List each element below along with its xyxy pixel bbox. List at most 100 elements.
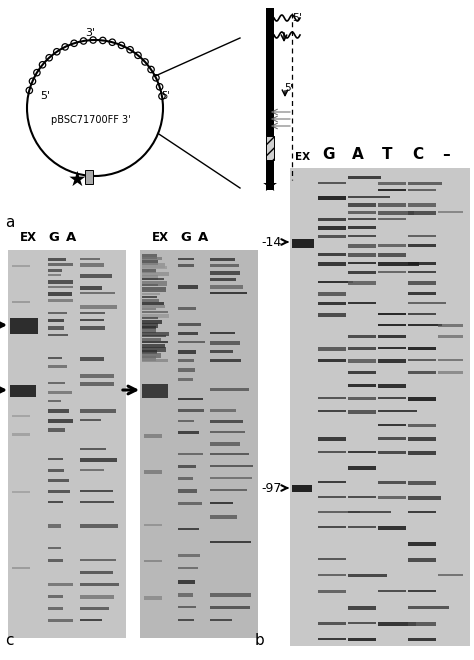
Bar <box>10 385 36 397</box>
Bar <box>378 359 406 363</box>
Bar <box>348 176 381 179</box>
Bar <box>292 239 314 248</box>
Bar <box>80 258 100 260</box>
Bar <box>210 541 251 543</box>
Bar <box>80 312 105 314</box>
Bar <box>12 265 30 267</box>
Bar <box>438 211 463 213</box>
Bar <box>48 428 65 432</box>
Bar <box>142 263 165 268</box>
Bar <box>210 430 245 432</box>
Bar <box>348 253 376 257</box>
Bar <box>210 489 247 491</box>
Bar <box>348 302 376 304</box>
Bar <box>348 271 376 275</box>
Bar <box>348 451 376 453</box>
Bar <box>378 211 414 214</box>
Bar <box>210 515 237 519</box>
Bar <box>266 136 274 160</box>
Bar <box>348 607 376 611</box>
Bar <box>318 438 346 442</box>
Bar <box>142 293 160 295</box>
Bar <box>142 254 157 259</box>
Bar <box>210 420 243 422</box>
Bar <box>48 280 73 284</box>
Bar <box>408 235 436 237</box>
Bar <box>408 451 436 455</box>
Bar <box>378 527 406 531</box>
Bar <box>142 347 166 352</box>
Bar <box>210 442 240 446</box>
Bar <box>142 350 157 354</box>
Bar <box>48 319 64 322</box>
Bar <box>348 638 376 642</box>
Bar <box>178 453 203 455</box>
Bar <box>210 258 235 261</box>
Bar <box>378 424 406 426</box>
Bar <box>348 384 376 387</box>
Bar <box>318 638 346 640</box>
Bar <box>348 211 376 213</box>
Bar <box>290 168 470 646</box>
Bar <box>142 311 168 313</box>
Bar <box>142 287 166 292</box>
Bar <box>408 511 436 513</box>
Bar <box>408 424 436 426</box>
Bar <box>12 567 30 569</box>
Bar <box>142 266 167 269</box>
Bar <box>178 566 198 568</box>
Bar <box>142 317 158 319</box>
Bar <box>178 307 196 310</box>
Bar <box>378 410 417 412</box>
Bar <box>348 410 376 414</box>
Bar <box>48 469 64 472</box>
Bar <box>378 253 406 257</box>
Bar <box>378 324 406 326</box>
Bar <box>178 409 204 412</box>
Bar <box>210 409 236 412</box>
Bar <box>378 480 406 484</box>
Bar <box>80 595 114 599</box>
Bar <box>178 527 199 529</box>
Bar <box>408 347 436 350</box>
Bar <box>210 359 241 362</box>
Bar <box>80 357 104 361</box>
Bar <box>318 574 346 576</box>
Bar <box>408 397 436 401</box>
Bar <box>142 329 156 333</box>
Bar <box>80 607 109 610</box>
Text: 5': 5' <box>292 13 302 23</box>
Bar <box>142 302 164 305</box>
Bar <box>408 262 436 265</box>
Text: -14: -14 <box>262 236 282 249</box>
Bar <box>12 491 30 494</box>
Bar <box>318 622 346 625</box>
Bar <box>348 218 376 220</box>
Bar <box>142 308 156 310</box>
Bar <box>210 477 252 479</box>
Bar <box>48 559 63 562</box>
Bar <box>142 356 156 361</box>
Bar <box>178 350 196 354</box>
Bar <box>80 490 113 492</box>
Bar <box>210 453 249 455</box>
Bar <box>408 496 441 500</box>
Bar <box>142 320 162 324</box>
Bar <box>8 250 126 638</box>
Bar <box>142 323 158 328</box>
Bar <box>178 489 197 493</box>
Bar <box>142 326 156 329</box>
Bar <box>378 438 406 440</box>
Bar <box>178 605 196 607</box>
Bar <box>318 182 346 184</box>
Bar <box>210 271 240 275</box>
Bar <box>408 607 449 609</box>
Bar <box>48 391 72 394</box>
Bar <box>48 595 63 598</box>
Bar <box>80 448 106 450</box>
Bar <box>378 262 419 266</box>
Bar <box>438 372 463 374</box>
Bar <box>48 382 65 384</box>
Bar <box>348 226 376 230</box>
Bar <box>48 547 61 549</box>
